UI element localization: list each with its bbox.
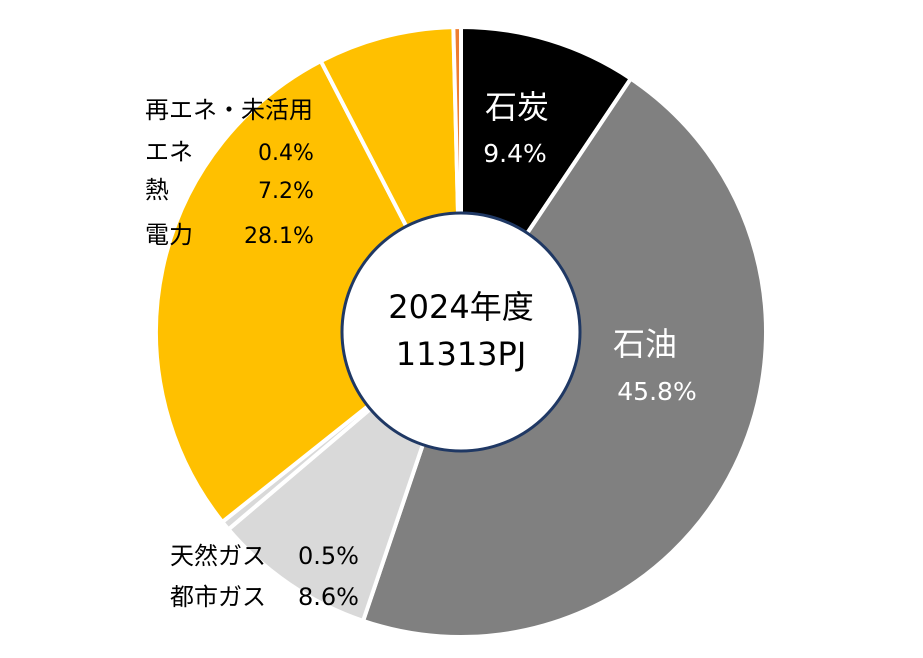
- electricity-label: 電力: [145, 221, 193, 249]
- city-gas-value-label: 8.6%: [298, 583, 359, 611]
- slice-電力: [154, 59, 463, 524]
- renewable-label-line1: 再エネ・未活用: [145, 96, 313, 124]
- oil-value-label: 45.8%: [617, 377, 696, 406]
- heat-label: 熱: [145, 176, 169, 204]
- heat-value-label: 7.2%: [258, 179, 314, 204]
- coal-value-label: 9.4%: [483, 139, 547, 168]
- electricity-value-label: 28.1%: [244, 224, 314, 249]
- center-circle: [340, 211, 582, 453]
- center-total-label: 11313PJ: [396, 335, 527, 373]
- renewable-label-line2: エネ: [145, 138, 193, 166]
- natural-gas-value-label: 0.5%: [298, 542, 359, 570]
- center-year-label: 2024年度: [388, 288, 533, 326]
- natural-gas-label: 天然ガス: [170, 542, 266, 570]
- coal-label: 石炭: [485, 88, 549, 126]
- city-gas-label: 都市ガス: [170, 583, 266, 611]
- oil-label: 石油: [613, 325, 677, 363]
- renewable-value-label: 0.4%: [258, 141, 314, 166]
